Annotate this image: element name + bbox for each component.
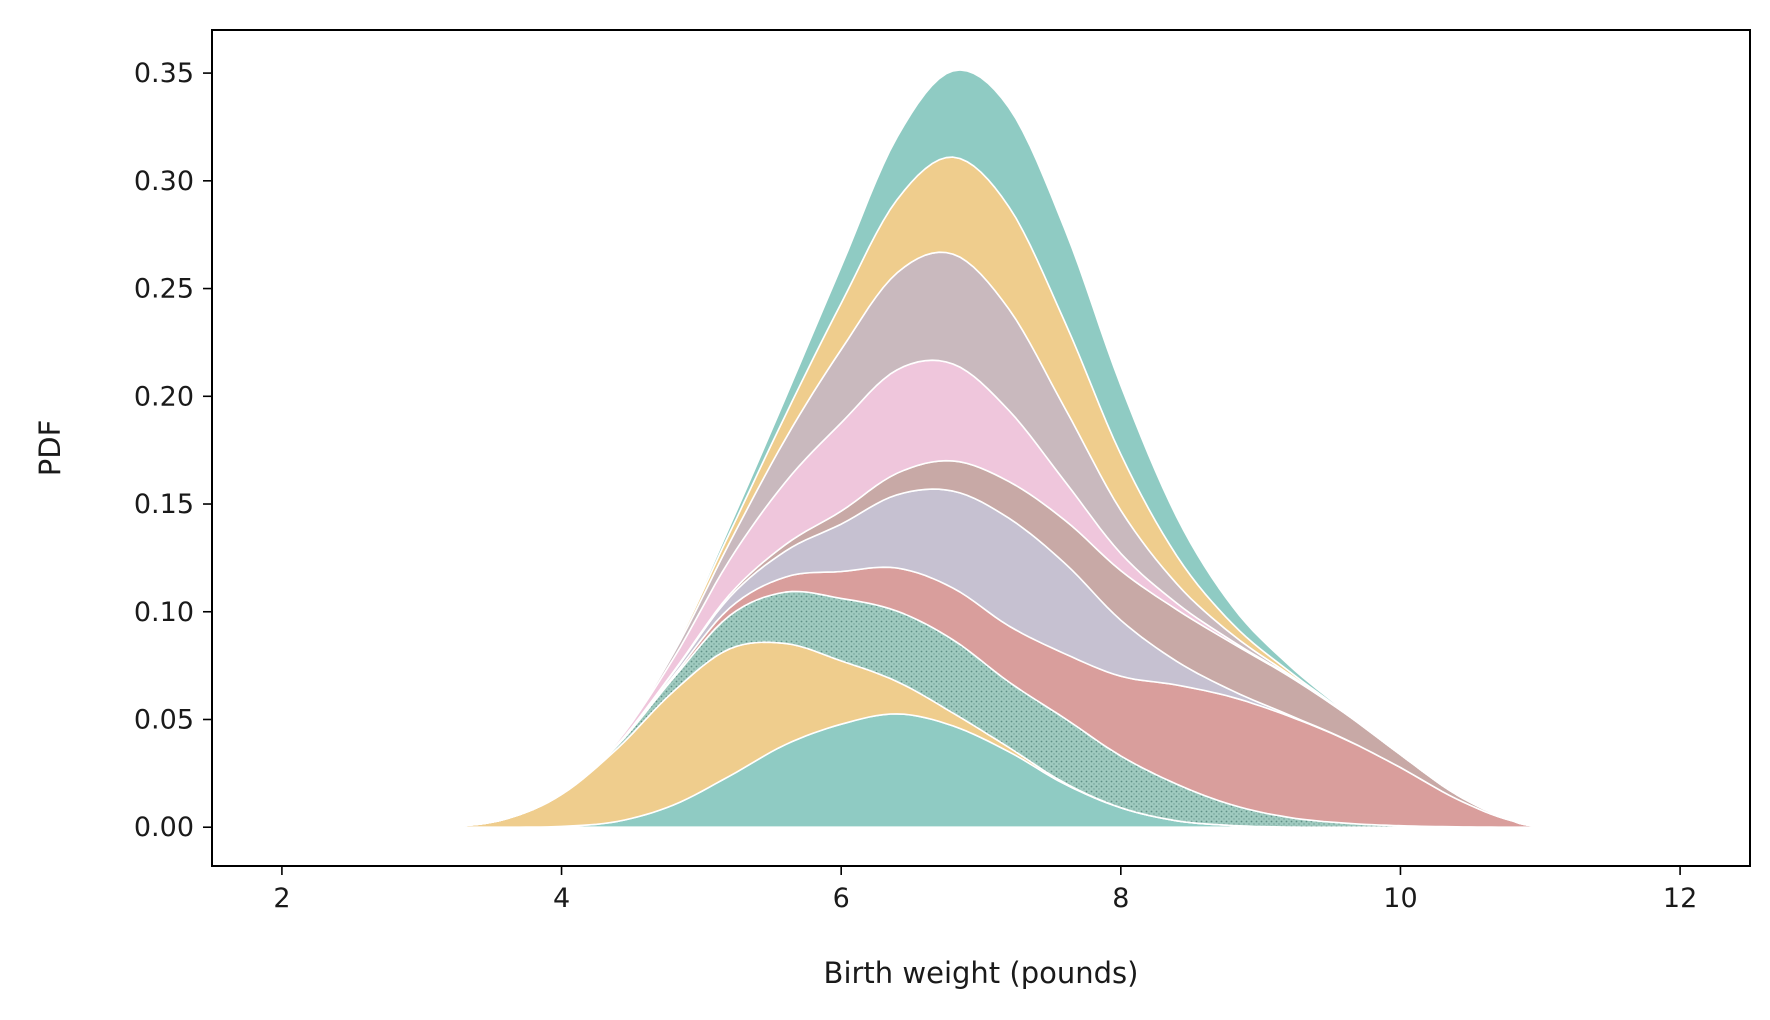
x-tick-label: 6 bbox=[833, 883, 850, 914]
x-tick-label: 4 bbox=[553, 883, 570, 914]
x-tick-label: 8 bbox=[1112, 883, 1129, 914]
y-tick-label: 0.10 bbox=[134, 597, 194, 628]
y-tick-label: 0.25 bbox=[134, 274, 194, 305]
x-tick-label: 12 bbox=[1663, 883, 1697, 914]
y-tick-label: 0.00 bbox=[134, 812, 194, 843]
stacked-areas bbox=[448, 69, 1542, 828]
y-axis: 0.00 0.05 0.10 0.15 0.20 0.25 0.30 0.35 bbox=[134, 58, 212, 843]
y-tick-label: 0.15 bbox=[134, 489, 194, 520]
x-tick-label: 2 bbox=[273, 883, 290, 914]
plot-frame bbox=[211, 29, 1751, 867]
area-series-10 bbox=[448, 69, 1542, 828]
y-tick-label: 0.35 bbox=[134, 58, 194, 89]
x-tick-label: 10 bbox=[1383, 883, 1417, 914]
x-axis: 2 4 6 8 10 12 bbox=[273, 866, 1697, 914]
x-axis-label: Birth weight (pounds) bbox=[824, 956, 1139, 990]
y-axis-label: PDF bbox=[33, 420, 67, 477]
y-tick-label: 0.30 bbox=[134, 166, 194, 197]
y-tick-label: 0.05 bbox=[134, 704, 194, 735]
y-tick-label: 0.20 bbox=[134, 381, 194, 412]
